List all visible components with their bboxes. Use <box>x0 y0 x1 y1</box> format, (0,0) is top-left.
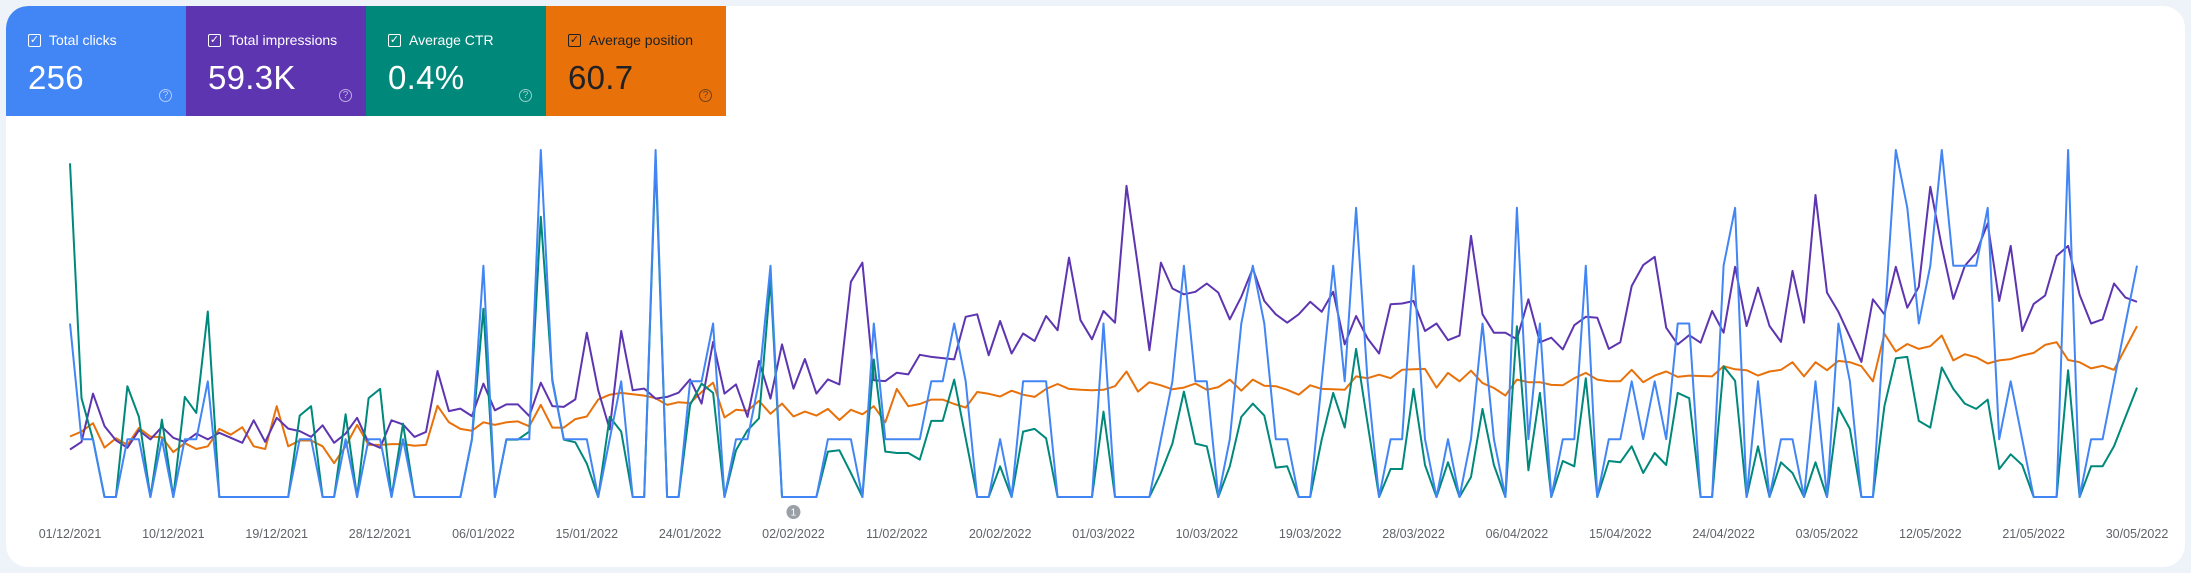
x-tick-label: 24/04/2022 <box>1692 527 1755 541</box>
help-icon[interactable]: ? <box>159 89 172 102</box>
metric-label: Average position <box>589 32 694 48</box>
x-tick-label: 03/05/2022 <box>1796 527 1859 541</box>
metric-label: Total impressions <box>229 32 338 48</box>
x-tick-label: 06/04/2022 <box>1486 527 1549 541</box>
metric-label: Total clicks <box>49 32 117 48</box>
x-tick-label: 01/12/2021 <box>39 527 102 541</box>
x-tick-label: 11/02/2022 <box>866 527 928 541</box>
help-icon[interactable]: ? <box>519 89 532 102</box>
x-tick-label: 10/03/2022 <box>1176 527 1239 541</box>
series-line-total-impressions <box>69 184 2138 451</box>
metric-card-total-impressions[interactable]: ✓ Total impressions 59.3K ? <box>186 6 366 116</box>
x-tick-label: 19/03/2022 <box>1279 527 1342 541</box>
x-tick-label: 24/01/2022 <box>659 527 722 541</box>
metric-value: 59.3K <box>208 59 296 96</box>
checkbox-checked-icon[interactable]: ✓ <box>28 33 41 47</box>
x-tick-label: 20/02/2022 <box>969 527 1032 541</box>
x-tick-label: 12/05/2022 <box>1899 527 1962 541</box>
metric-label: Average CTR <box>409 32 494 48</box>
annotation-label: 1 <box>791 508 797 519</box>
help-icon[interactable]: ? <box>699 89 712 102</box>
checkbox-checked-icon[interactable]: ✓ <box>388 33 401 47</box>
metric-value: 60.7 <box>568 59 634 96</box>
metric-cards: ✓ Total clicks 256 ? ✓ Total impressions 5… <box>6 6 726 116</box>
annotation-circle[interactable] <box>786 505 801 519</box>
x-tick-label: 15/04/2022 <box>1589 527 1652 541</box>
annotation-marker[interactable]: 1 <box>786 505 801 519</box>
x-tick-label: 15/01/2022 <box>555 527 618 541</box>
x-tick-label: 21/05/2022 <box>2002 527 2065 541</box>
series-line-total-clicks <box>69 149 2138 498</box>
metric-card-average-position[interactable]: ✓ Average position 60.7 ? <box>546 6 726 116</box>
series-line-average-position <box>69 325 2138 465</box>
checkbox-checked-icon[interactable]: ✓ <box>208 33 221 47</box>
metric-value: 0.4% <box>388 59 465 96</box>
x-tick-label: 30/05/2022 <box>2106 527 2169 541</box>
x-tick-label: 28/12/2021 <box>349 527 412 541</box>
help-icon[interactable]: ? <box>339 89 352 102</box>
x-tick-label: 19/12/2021 <box>245 527 308 541</box>
x-tick-label: 06/01/2022 <box>452 527 515 541</box>
x-axis: 01/12/2021 10/12/2021 19/12/2021 28/12/2021… <box>39 527 2169 541</box>
checkbox-checked-icon[interactable]: ✓ <box>568 33 581 47</box>
x-tick-label: 28/03/2022 <box>1382 527 1445 541</box>
x-tick-label: 01/03/2022 <box>1072 527 1135 541</box>
x-tick-label: 02/02/2022 <box>762 527 825 541</box>
metric-card-average-ctr[interactable]: ✓ Average CTR 0.4% ? <box>366 6 546 116</box>
metric-value: 256 <box>28 59 84 96</box>
x-tick-label: 10/12/2021 <box>142 527 205 541</box>
metric-card-total-clicks[interactable]: ✓ Total clicks 256 ? <box>6 6 186 116</box>
